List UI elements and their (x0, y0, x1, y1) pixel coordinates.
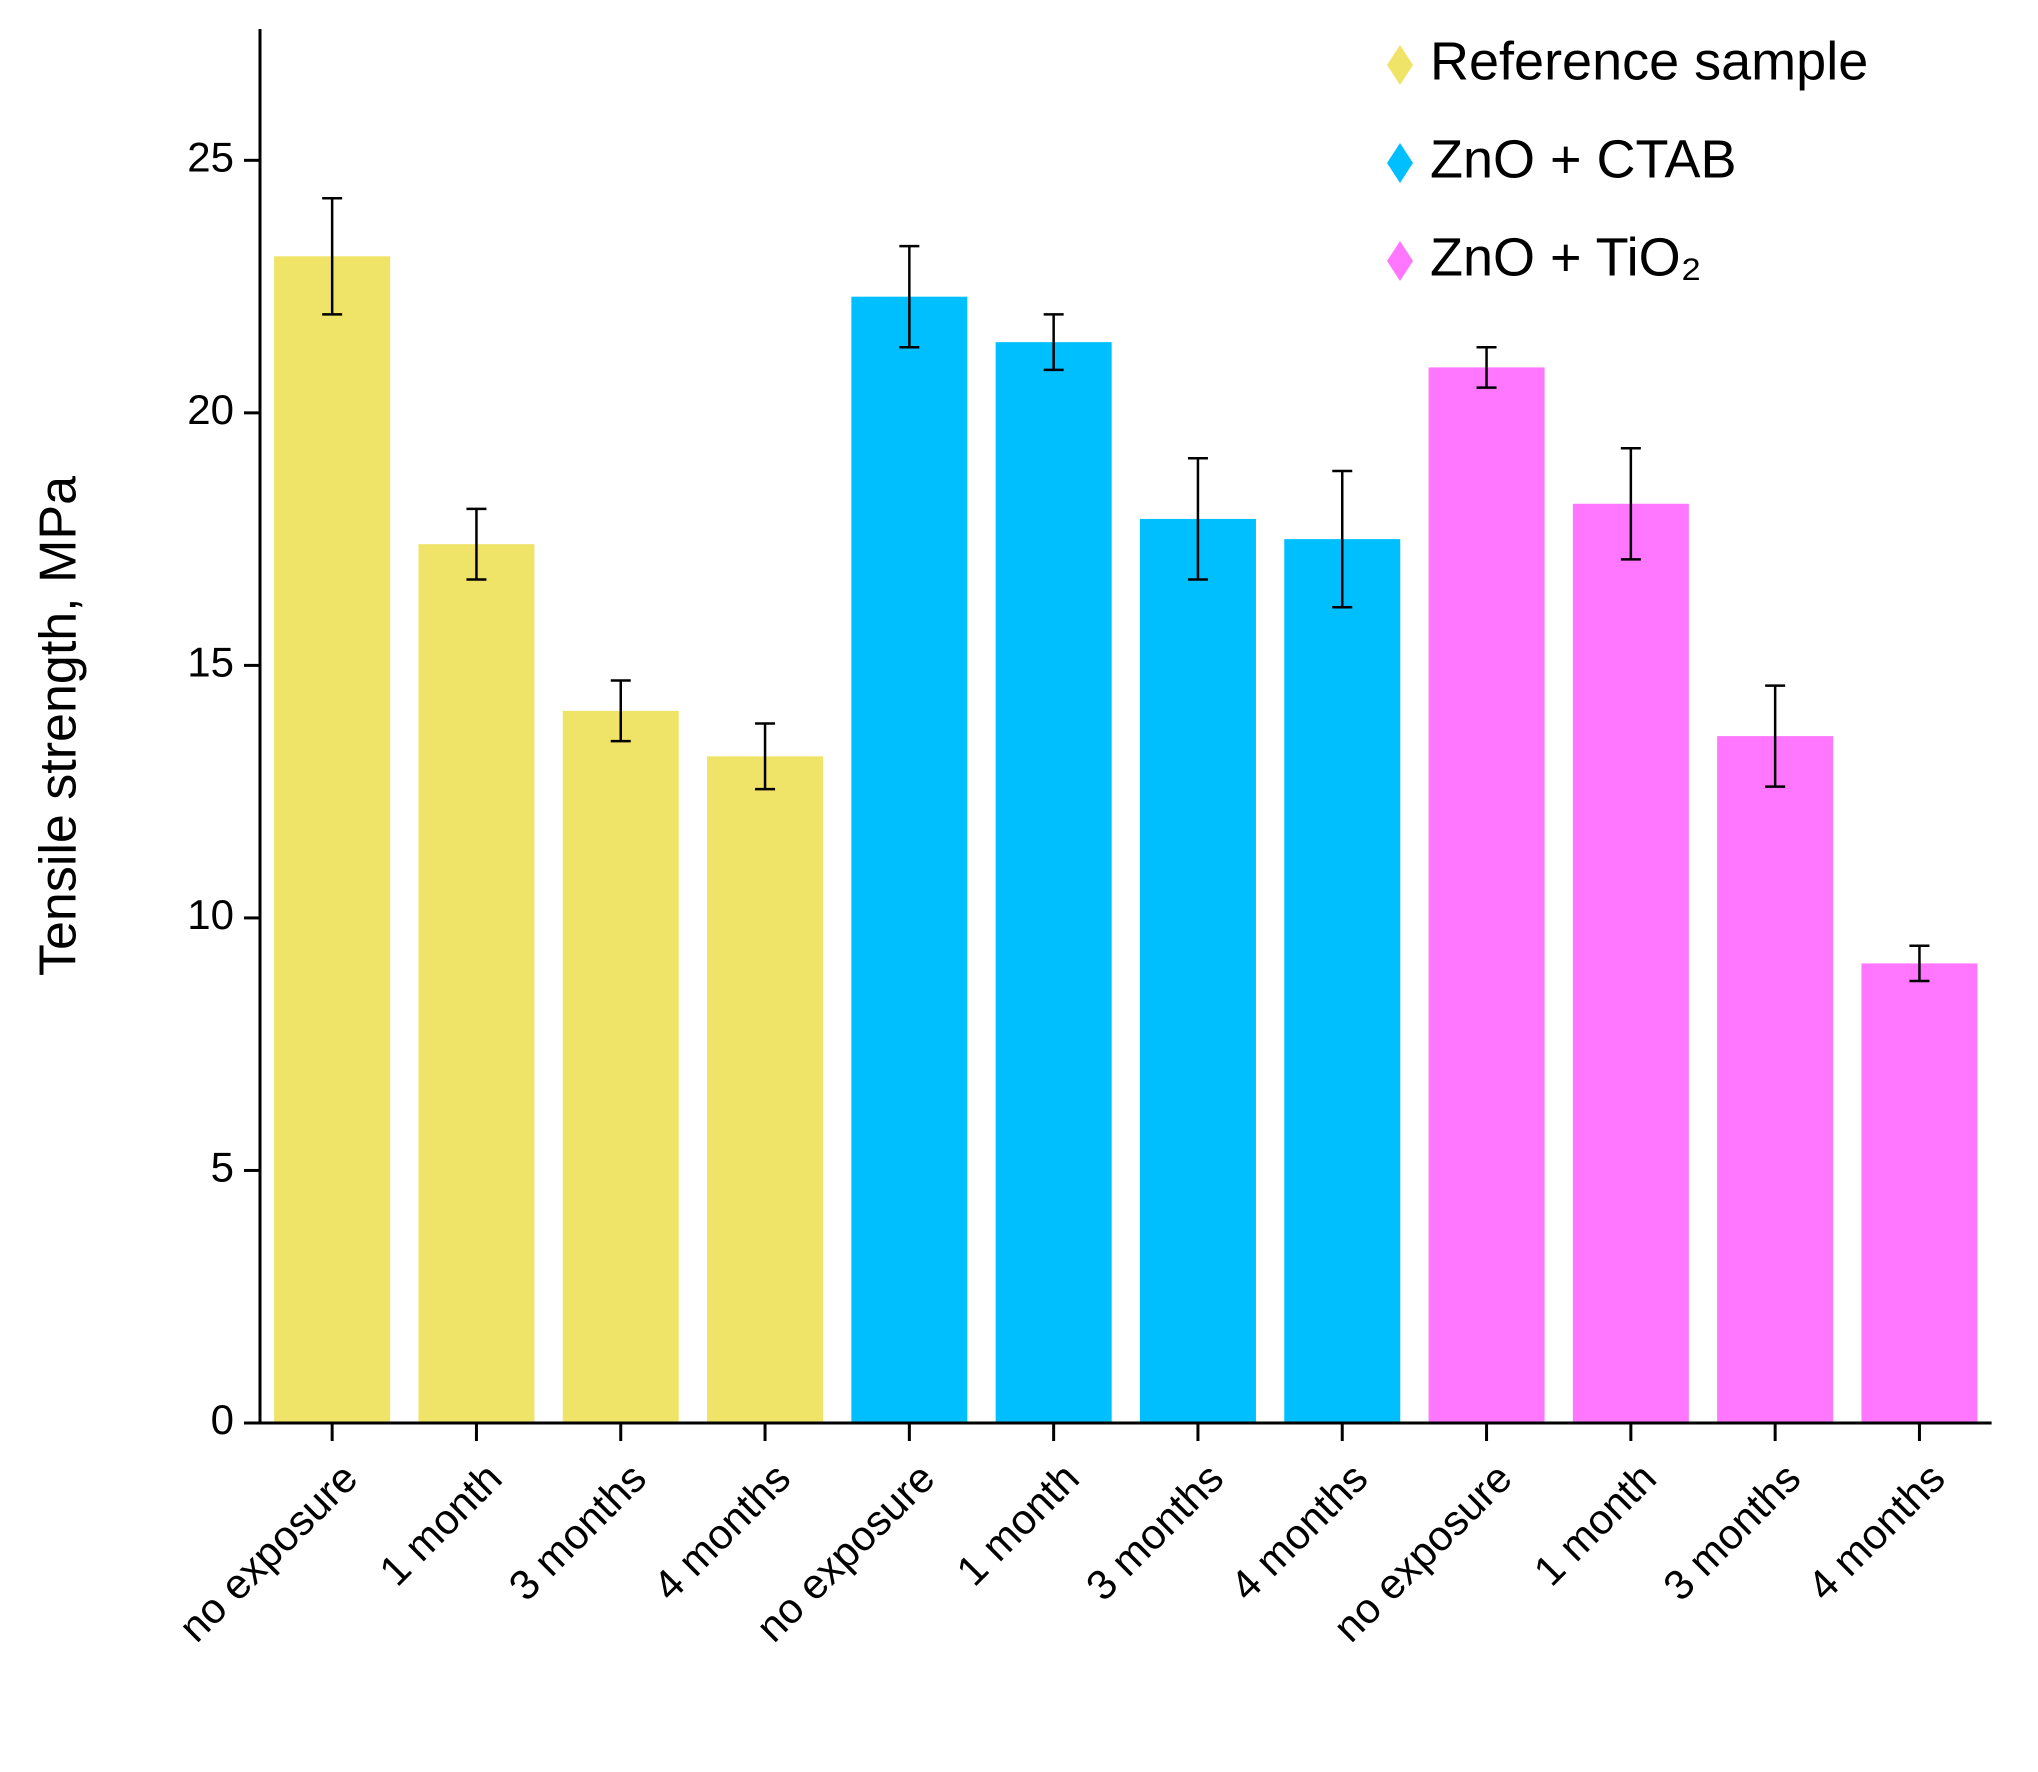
legend-label: Reference sample (1430, 31, 1868, 91)
y-tick-label: 20 (187, 386, 234, 433)
x-tick-label: 1 month (370, 1454, 511, 1595)
x-tick-label: 4 months (1798, 1454, 1953, 1609)
bar (707, 756, 824, 1423)
legend-label: ZnO + TiO₂ (1430, 227, 1702, 287)
legend-marker (1387, 241, 1413, 281)
x-tick-label: no exposure (170, 1454, 367, 1651)
x-tick-label: 4 months (644, 1454, 799, 1609)
x-tick-label: 1 month (947, 1454, 1088, 1595)
bar (562, 710, 679, 1423)
x-tick-label: 3 months (1654, 1454, 1809, 1609)
x-tick-label: 1 month (1525, 1454, 1666, 1595)
bar (274, 256, 391, 1424)
bar (1861, 963, 1978, 1423)
y-tick-label: 0 (211, 1396, 234, 1443)
y-tick-label: 25 (187, 133, 234, 180)
bar (1428, 367, 1545, 1423)
legend-marker (1387, 143, 1413, 183)
y-tick-label: 10 (187, 891, 234, 938)
bar (1572, 503, 1689, 1423)
bar (995, 342, 1112, 1424)
legend-label: ZnO + CTAB (1430, 129, 1737, 189)
y-tick-label: 5 (211, 1144, 234, 1191)
bar (1717, 736, 1834, 1423)
y-tick-label: 15 (187, 638, 234, 685)
bar (1139, 518, 1256, 1423)
bar (851, 296, 968, 1423)
y-axis-title: Tensile strength, MPa (30, 476, 88, 976)
x-tick-label: 3 months (1077, 1454, 1232, 1609)
x-tick-label: 3 months (500, 1454, 655, 1609)
bar (1284, 539, 1401, 1423)
bar (418, 544, 535, 1423)
x-tick-label: 4 months (1221, 1454, 1376, 1609)
legend-marker (1387, 45, 1413, 85)
